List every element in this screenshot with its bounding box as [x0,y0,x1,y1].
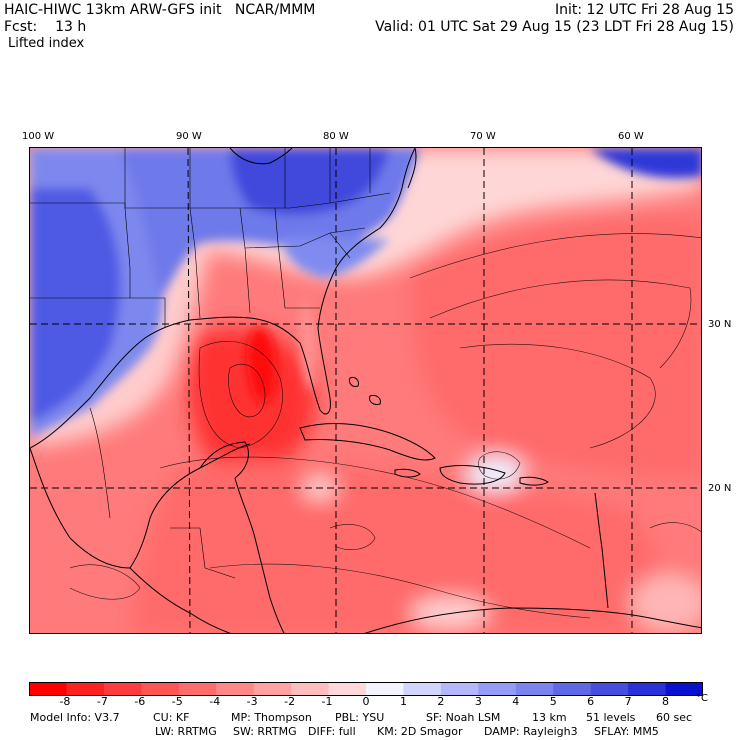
forecast-hour: Fcst: 13 h [4,19,86,35]
map-canvas [30,148,701,633]
model-info-item: MP: Thompson [231,711,312,724]
lat-label-20n: 20 N [708,483,732,494]
colorbar-swatch [216,682,255,696]
forecast-label: Fcst: [4,19,38,35]
field-name: Lifted index [8,36,85,51]
lon-label-80w: 80 W [323,131,349,142]
colorbar-swatch [366,682,404,696]
colorbar-tick-label: 7 [624,695,632,708]
colorbar-tick-label: 5 [549,695,557,708]
colorbar-tick-label: -3 [246,695,258,708]
lon-label-60w: 60 W [618,131,644,142]
model-info-item: 51 levels [586,711,636,724]
colorbar-tick-label: -6 [134,695,146,708]
model-info-item: Model Info: V3.7 [30,711,120,724]
model-info-item: SF: Noah LSM [426,711,501,724]
model-info-item: DIFF: full [308,725,356,738]
colorbar-tick-label: 0 [362,695,370,708]
colorbar-swatch [66,682,105,696]
lon-label-70w: 70 W [470,131,496,142]
lon-label-90w: 90 W [176,131,202,142]
colorbar-tick-label: -4 [209,695,221,708]
colorbar-swatch [515,682,554,696]
graticule [30,148,701,633]
colorbar-tick-label: -5 [171,695,183,708]
model-info-item: PBL: YSU [335,711,385,724]
colorbar-swatch [29,682,67,696]
colorbar-swatch [291,682,330,696]
model-info-item: SW: RRTMG [233,725,297,738]
meridian-90w [187,148,191,633]
colorbar-frame [29,682,703,696]
colorbar-swatch [328,682,367,696]
model-info-item: CU: KF [153,711,190,724]
model-info-item: SFLAY: MM5 [594,725,659,738]
colorbar-tick-label: 1 [399,695,407,708]
colorbar-tick-label: -8 [59,695,71,708]
colorbar-swatch [590,682,629,696]
colorbar-swatch [253,682,292,696]
colorbar-swatch [103,682,142,696]
colorbar-swatch [553,682,592,696]
colorbar-swatch [440,682,479,696]
lon-label-100w: 100 W [22,131,55,142]
colorbar-tick-label: -7 [96,695,108,708]
colorbar-swatch [665,682,704,696]
model-info-item: LW: RRTMG [155,725,217,738]
colorbar-tick-label: 2 [437,695,445,708]
colorbar-tick-label: 6 [587,695,595,708]
state-borders [30,148,391,579]
colorbar-unit: °C [696,693,708,704]
forecast-value: 13 h [55,19,87,35]
colorbar [29,681,704,700]
stable-land-shading [30,148,701,438]
li-contours [69,233,701,619]
map-title: HAIC-HIWC 13km ARW-GFS init NCAR/MMM [4,2,316,18]
valid-time: Valid: 01 UTC Sat 29 Aug 15 (23 LDT Fri … [375,19,734,35]
colorbar-swatch [178,682,217,696]
colorbar-tick-label: 3 [474,695,482,708]
model-info-item: KM: 2D Smagor [377,725,463,738]
colorbar-tick-label: 8 [662,695,670,708]
model-info-item: 60 sec [656,711,693,724]
model-info-item: 13 km [532,711,567,724]
colorbar-swatch [478,682,517,696]
lat-label-30n: 30 N [708,319,732,330]
init-time: Init: 12 UTC Fri 28 Aug 15 [554,2,734,18]
colorbar-swatch [403,682,442,696]
colorbar-swatch [141,682,180,696]
model-info-item: DAMP: Rayleigh3 [484,725,578,738]
colorbar-tick-label: -1 [321,695,333,708]
lifted-index-map [29,147,702,634]
colorbar-tick-label: -2 [284,695,296,708]
colorbar-swatches [29,682,704,696]
colorbar-swatch [628,682,667,696]
colorbar-tick-label: 4 [512,695,520,708]
